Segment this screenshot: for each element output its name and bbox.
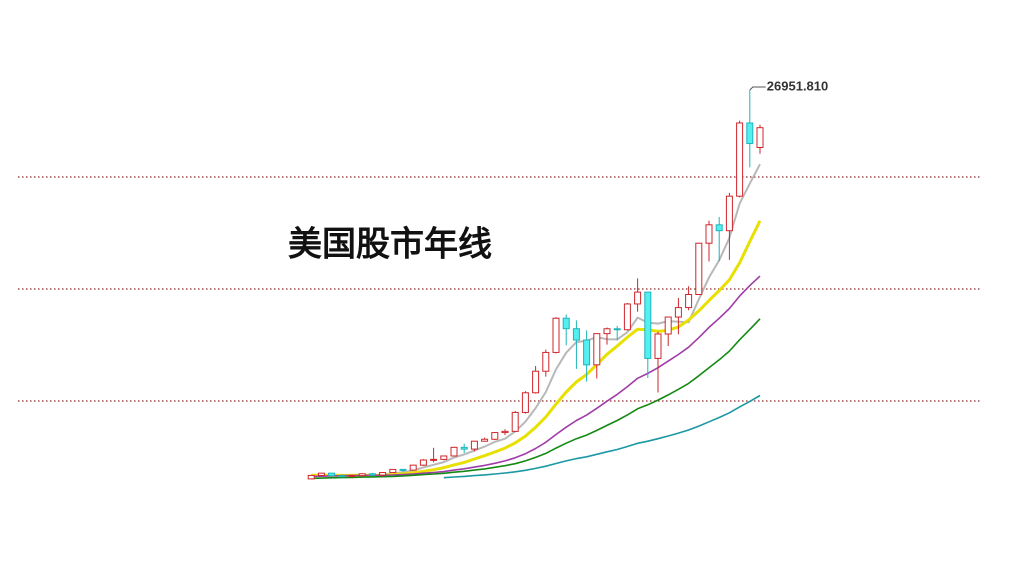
candle-body <box>654 333 662 359</box>
candle-body <box>664 316 672 335</box>
candle-body <box>705 224 713 244</box>
candle-body <box>644 291 652 359</box>
candle-body <box>542 351 550 372</box>
annotation-label: 26951.810 <box>767 78 828 93</box>
candle-body <box>317 472 325 476</box>
candle-body <box>746 122 754 145</box>
candle-body <box>491 432 499 440</box>
candle-body <box>593 333 601 366</box>
candle-body <box>430 458 438 461</box>
annotation-leader <box>749 86 766 91</box>
candle-body <box>562 317 570 330</box>
ma-line <box>443 394 761 479</box>
candle-body <box>389 468 397 474</box>
candle-body <box>634 291 642 305</box>
chart-title: 美国股市年线 <box>288 225 492 265</box>
candle-body <box>583 339 591 366</box>
candle-body <box>399 468 407 471</box>
candle-body <box>450 446 458 457</box>
candle-body <box>725 195 733 232</box>
candle-body <box>409 464 417 471</box>
ma-line <box>351 163 761 477</box>
candle-body <box>532 370 540 394</box>
candle-body <box>736 122 744 197</box>
candle-body <box>521 392 529 413</box>
candle-body <box>674 307 682 318</box>
ma-line <box>311 318 761 480</box>
candle-body <box>572 328 580 341</box>
candle-body <box>552 317 560 353</box>
candle-body <box>481 438 489 442</box>
candle-body <box>695 242 703 295</box>
candle-body <box>328 472 336 477</box>
candle-body <box>715 224 723 232</box>
candle-body <box>603 328 611 335</box>
candle-body <box>511 411 519 432</box>
candle-body <box>348 475 356 478</box>
candle-body <box>623 303 631 331</box>
candle-body <box>685 293 693 309</box>
candle-body <box>379 472 387 476</box>
candle-body <box>460 446 468 450</box>
candle-body <box>338 475 346 478</box>
candle-body <box>307 474 315 480</box>
candle-body <box>470 440 478 450</box>
candle-body <box>440 455 448 460</box>
candle-body <box>613 328 621 331</box>
candle-body <box>358 473 366 477</box>
candle-body <box>756 127 764 149</box>
candle-body <box>419 459 427 466</box>
candle-body <box>368 473 376 476</box>
candle-body <box>501 430 509 434</box>
